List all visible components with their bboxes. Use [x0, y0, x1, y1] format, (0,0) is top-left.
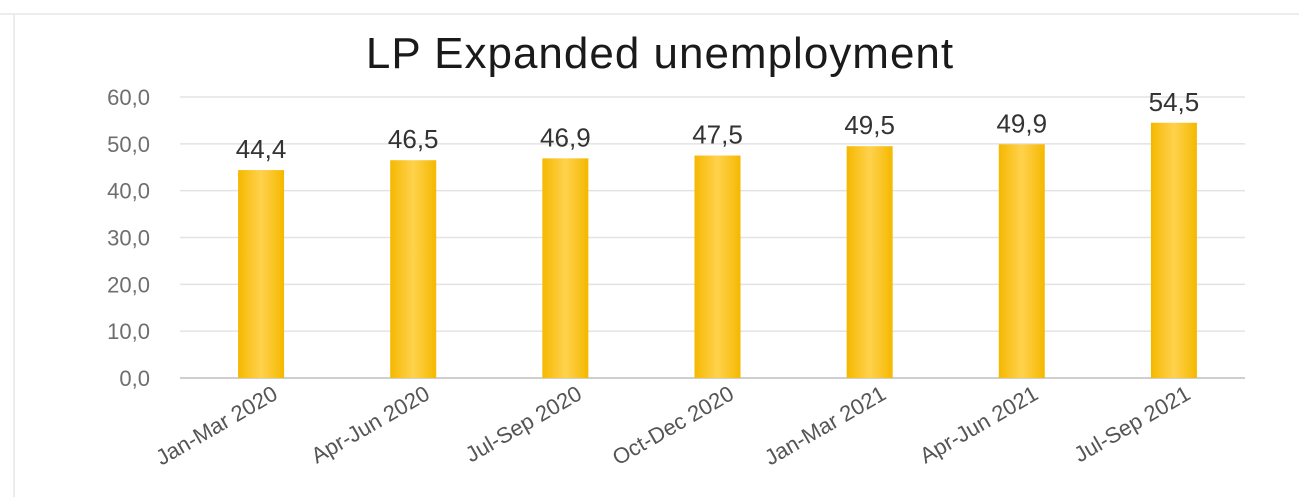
data-labels: 44,4 46,5 46,9 47,5 49,5 49,9 54,5: [236, 87, 1199, 164]
x-tick-label: Jan-Mar 2021: [760, 381, 890, 471]
data-label: 49,9: [996, 108, 1047, 138]
y-tick-label: 40,0: [107, 179, 150, 204]
bar: [846, 146, 893, 378]
x-tick-label: Oct-Dec 2020: [608, 381, 738, 471]
data-label: 46,5: [388, 124, 439, 154]
y-tick-label: 10,0: [107, 319, 150, 344]
y-tick-label: 20,0: [107, 272, 150, 297]
x-tick-label: Jul-Sep 2021: [1070, 381, 1195, 467]
data-label: 44,4: [236, 134, 287, 164]
frame-top-border: [0, 13, 1299, 15]
data-label: 54,5: [1149, 87, 1200, 117]
bar: [998, 144, 1045, 378]
y-tick-label: 0,0: [119, 366, 150, 391]
y-tick-label: 60,0: [107, 85, 150, 110]
bar: [390, 160, 437, 378]
bars: [238, 122, 1197, 378]
data-label: 47,5: [692, 120, 743, 150]
y-tick-label: 50,0: [107, 132, 150, 157]
x-tick-label: Jan-Mar 2020: [152, 381, 282, 471]
x-tick-label: Apr-Jun 2020: [307, 381, 434, 469]
x-tick-label: Jul-Sep 2020: [461, 381, 586, 467]
chart-title: LP Expanded unemployment: [366, 29, 954, 78]
data-label: 46,9: [540, 122, 591, 152]
x-axis-ticks: Jan-Mar 2020 Apr-Jun 2020 Jul-Sep 2020 Oct-…: [152, 381, 1195, 471]
bar: [542, 158, 589, 378]
y-axis-ticks: 0,0 10,0 20,0 30,0 40,0 50,0 60,0: [107, 85, 150, 391]
data-label: 49,5: [844, 110, 895, 140]
bar: [694, 155, 741, 378]
frame-left-border: [13, 13, 15, 497]
y-tick-label: 30,0: [107, 226, 150, 251]
bar: [238, 170, 285, 378]
bar: [1150, 122, 1197, 378]
x-tick-label: Apr-Jun 2021: [915, 381, 1042, 469]
